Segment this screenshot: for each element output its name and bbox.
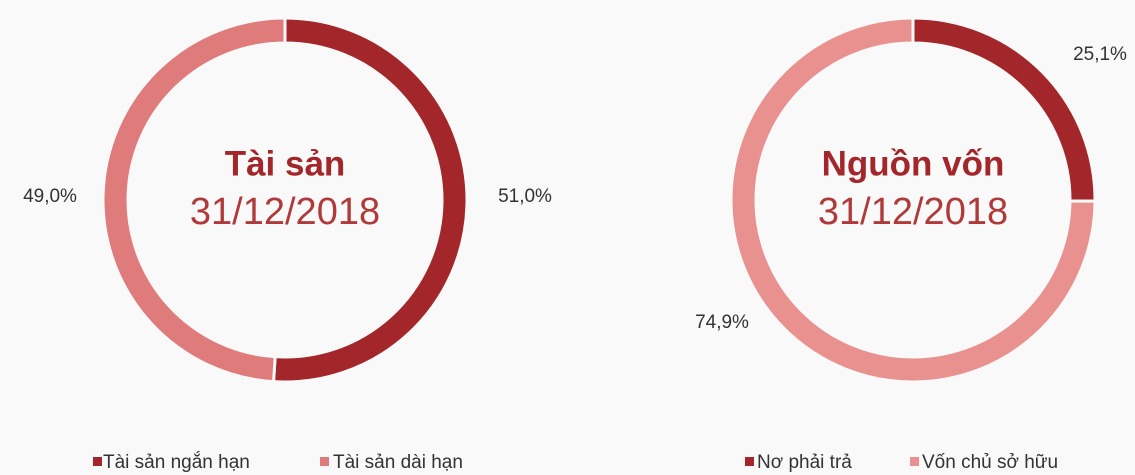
legend-label: Nơ phải trả — [757, 452, 852, 473]
legend-label: Tài sản dài hạn — [333, 452, 463, 473]
value-label: 25,1% — [1073, 44, 1127, 65]
legend-swatch — [910, 457, 919, 466]
value-label: 51,0% — [498, 186, 552, 207]
donut-slice — [729, 16, 1097, 384]
legend-label: Vốn chủ sở hữu — [922, 452, 1058, 473]
legend-swatch — [93, 457, 102, 466]
legend-label: Tài sản ngắn hạn — [103, 451, 250, 473]
legend-swatch — [320, 457, 329, 466]
donut-slice — [101, 16, 287, 384]
chart-title: Nguồn vốn — [822, 144, 1005, 183]
value-label: 49,0% — [23, 186, 77, 207]
value-label: 74,9% — [695, 312, 749, 333]
legend-swatch — [745, 457, 754, 466]
chart-title: Tài sản — [225, 144, 346, 183]
chart-subtitle: 31/12/2018 — [818, 191, 1008, 233]
chart-subtitle: 31/12/2018 — [190, 191, 380, 233]
